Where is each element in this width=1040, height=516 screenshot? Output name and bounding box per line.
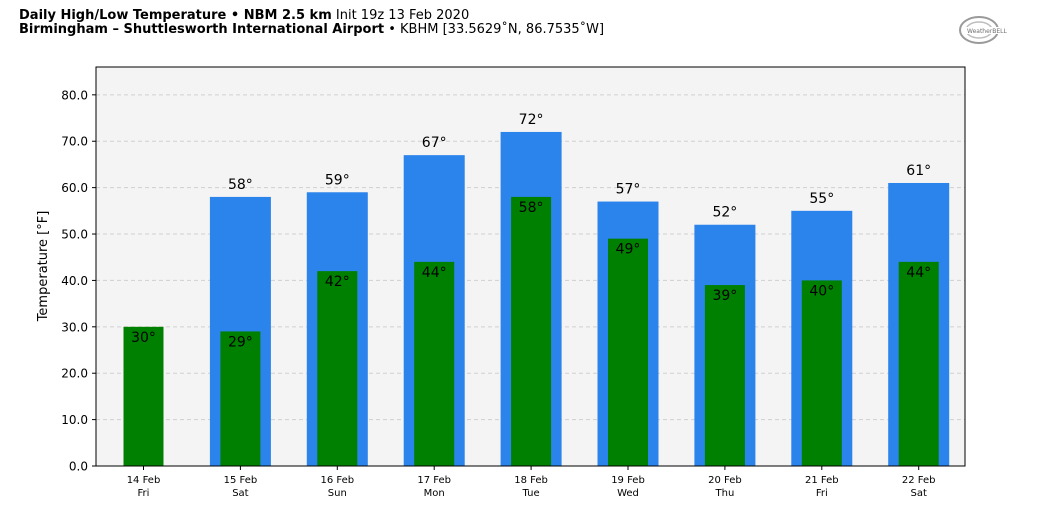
x-tick-date: 21 Feb [805,475,839,486]
low-temp-bar [511,196,552,466]
weatherbell-logo: WeatherBELL [959,16,1019,44]
x-axis: 14 Feb Fri 15 Feb Sat 16 Feb Sun 17 Feb Mon 18 F… [127,466,936,499]
low-temp-bar [608,238,648,466]
y-tick-label: 80.0 [61,88,88,102]
low-temp-bar [123,326,164,466]
header-coords: • KBHM [33.5629˚N, 86.7535˚W] [388,22,605,37]
bar-labels: 30° 58° 29° 59° 42° 67° 44° 72° 58° 57° 49° 52° 39° 5… [131,112,931,351]
header-station: Birmingham – Shuttlesworth International… [19,22,385,37]
low-temp-bar [414,261,455,466]
low-temp-bar [898,261,939,466]
y-tick-label: 40.0 [61,274,88,288]
y-tick-label: 10.0 [61,413,88,427]
header-line-1: Daily High/Low Temperature • NBM 2.5 km … [19,9,604,23]
y-tick-label: 0.0 [69,460,88,474]
header-title: Daily High/Low Temperature • NBM 2.5 km [19,8,332,23]
x-tick-date: 18 Feb [514,475,548,486]
low-temp-label: 39° [712,288,737,304]
y-tick-label: 20.0 [61,367,88,381]
y-tick-label: 30.0 [61,320,88,334]
high-temp-label: 58° [228,177,253,193]
x-tick-weekday: Sat [232,488,248,499]
x-tick-date: 17 Feb [417,475,451,486]
y-axis-label: Temperature [°F] [36,211,51,323]
x-tick-date: 15 Feb [224,475,258,486]
low-temp-label: 44° [906,265,931,281]
low-temp-bar [220,331,261,466]
high-temp-label: 57° [616,182,641,198]
low-temp-label: 29° [228,334,253,350]
high-temp-label: 67° [422,135,447,151]
x-tick-weekday: Fri [816,488,828,499]
x-tick-weekday: Sun [328,488,347,499]
x-tick-weekday: Thu [715,488,735,499]
x-tick-date: 22 Feb [902,475,936,486]
low-temp-label: 30° [131,330,156,346]
low-temp-bar [317,271,358,466]
x-tick-date: 19 Feb [611,475,645,486]
x-tick-weekday: Fri [138,488,150,499]
low-temp-bar [801,280,842,466]
y-tick-label: 60.0 [61,181,88,195]
bars [123,131,950,466]
high-temp-label: 72° [519,112,544,128]
x-tick-date: 20 Feb [708,475,742,486]
high-temp-label: 55° [809,191,834,207]
x-tick-weekday: Mon [424,488,445,499]
logo-text: WeatherBELL [967,28,1008,35]
low-temp-bar [704,285,745,466]
chart-header: Daily High/Low Temperature • NBM 2.5 km … [19,9,604,37]
x-tick-date: 16 Feb [320,475,354,486]
header-line-2: Birmingham – Shuttlesworth International… [19,23,604,37]
low-temp-label: 42° [325,274,350,290]
x-tick-weekday: Sat [910,488,926,499]
x-tick-weekday: Wed [617,488,639,499]
high-temp-label: 61° [906,163,931,179]
x-tick-weekday: Tue [522,488,540,499]
plot-frame [95,66,966,467]
low-temp-label: 44° [422,265,447,281]
low-temp-label: 40° [809,283,834,299]
y-tick-label: 70.0 [61,135,88,149]
header-init: Init 19z 13 Feb 2020 [335,8,470,23]
low-temp-label: 58° [519,200,544,216]
y-tick-label: 50.0 [61,228,88,242]
low-temp-label: 49° [616,242,641,258]
y-axis: 0.0 10.0 20.0 30.0 40.0 50.0 60.0 70.0 80.0 [61,88,96,474]
high-temp-label: 52° [712,205,737,221]
x-tick-date: 14 Feb [127,475,161,486]
high-temp-label: 59° [325,172,350,188]
